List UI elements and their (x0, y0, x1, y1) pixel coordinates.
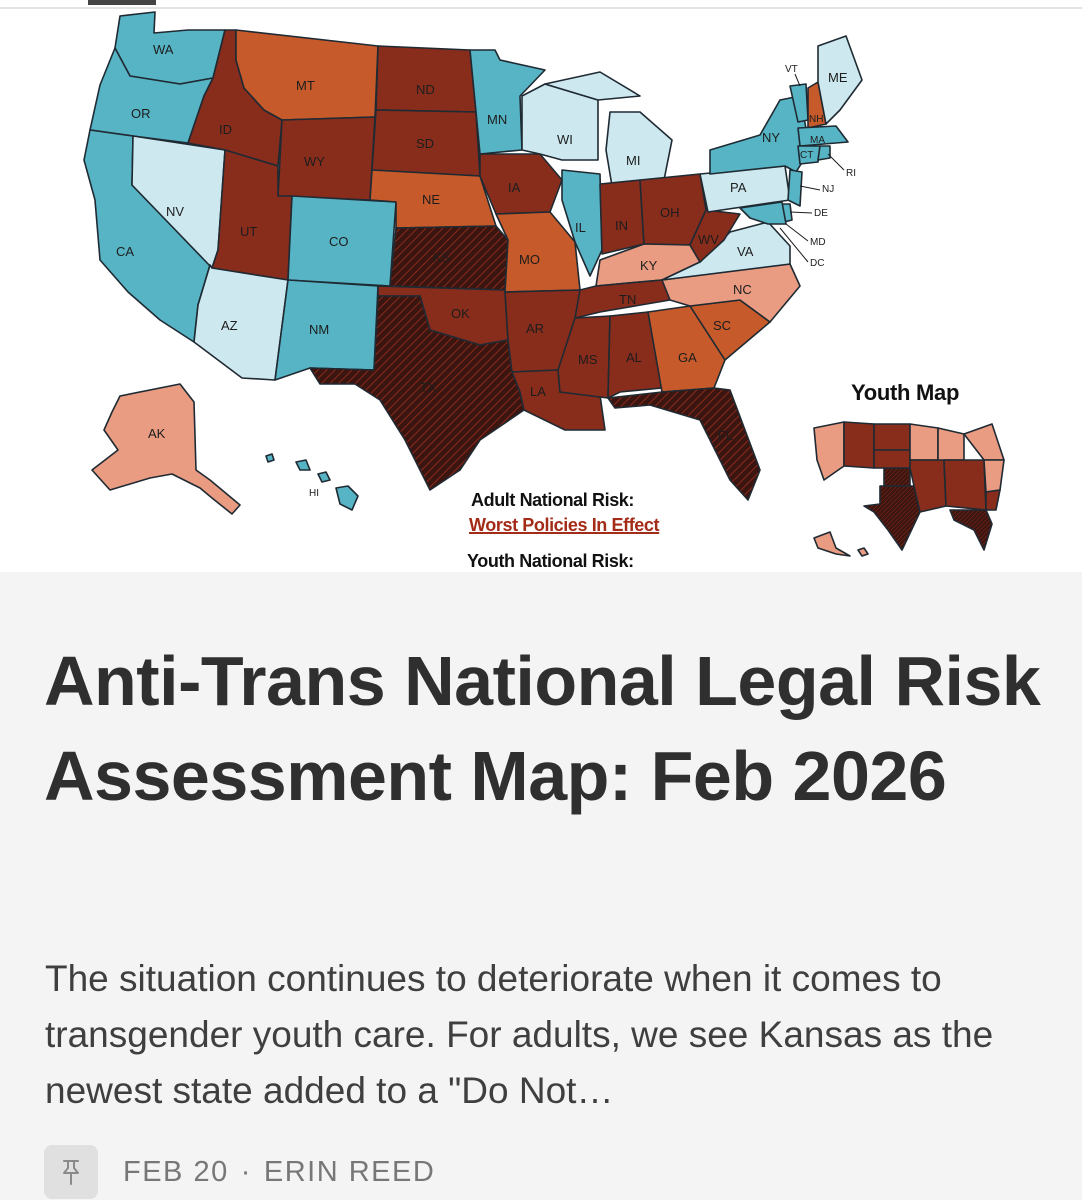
label-mi: MI (626, 153, 640, 168)
active-tab-indicator (88, 0, 156, 5)
label-ia: IA (508, 180, 521, 195)
label-fl: FL (718, 428, 733, 443)
article-excerpt: The situation continues to deteriorate w… (45, 958, 994, 1111)
label-mt: MT (296, 78, 315, 93)
state-ct (797, 145, 821, 165)
state-tx (309, 295, 525, 491)
state-nc (661, 263, 801, 323)
label-ri: RI (846, 168, 856, 179)
youth-map-title: Youth Map (851, 380, 960, 405)
label-nd: ND (416, 82, 435, 97)
label-wv: WV (698, 232, 719, 247)
state-ms (557, 315, 611, 399)
label-ar: AR (526, 321, 544, 336)
label-de: DE (814, 208, 828, 219)
state-ga (647, 305, 726, 393)
article-title[interactable]: Anti-Trans National Legal Risk Assessmen… (44, 642, 1041, 815)
state-fl (607, 387, 761, 501)
label-dc: DC (810, 258, 824, 269)
label-va: VA (737, 244, 754, 259)
northeast-leader-lines (779, 73, 845, 263)
label-nv: NV (166, 204, 184, 219)
label-ut: UT (240, 224, 257, 239)
label-ny: NY (762, 130, 780, 145)
article-hero-image[interactable]: WA OR CA NV ID MT WY UT AZ CO NM ND SD N… (0, 0, 1082, 572)
author-name[interactable]: ERIN REED (263, 1155, 436, 1188)
label-in: IN (615, 218, 628, 233)
label-co: CO (329, 234, 349, 249)
adult-risk-label: Adult National Risk: (471, 490, 635, 510)
label-wi: WI (557, 132, 573, 147)
label-id: ID (219, 122, 232, 137)
label-tx: TX (420, 380, 437, 395)
state-ak (91, 383, 241, 515)
state-ri (817, 145, 831, 161)
label-ky: KY (640, 258, 658, 273)
label-sd: SD (416, 136, 434, 151)
state-nd (375, 45, 477, 113)
label-pa: PA (730, 180, 747, 195)
label-nc: NC (733, 282, 752, 297)
adult-risk-value: Worst Policies In Effect (469, 515, 660, 535)
state-me (817, 35, 863, 125)
label-oh: OH (660, 205, 680, 220)
label-la: LA (530, 384, 546, 399)
top-divider (0, 0, 1082, 9)
state-labels: WA OR CA NV ID MT WY UT AZ CO NM ND SD N… (116, 42, 856, 499)
label-ca: CA (116, 244, 134, 259)
state-in (599, 179, 645, 255)
state-il (561, 169, 603, 277)
label-sc: SC (713, 318, 731, 333)
state-al (607, 311, 663, 399)
label-nh: NH (809, 114, 823, 125)
state-md (739, 201, 787, 225)
state-wy (277, 116, 376, 201)
state-mn (469, 49, 546, 155)
state-nj (787, 169, 803, 207)
label-ga: GA (678, 350, 697, 365)
pin-button[interactable] (44, 1145, 98, 1199)
label-tn: TN (619, 292, 636, 307)
label-ak: AK (148, 426, 166, 441)
youth-risk-label: Youth National Risk: (467, 551, 634, 571)
state-ma (797, 125, 849, 147)
label-wy: WY (304, 154, 325, 169)
state-va (661, 221, 791, 281)
article-meta: FEB 20 · ERIN REED (44, 1144, 435, 1200)
youth-inset-map (813, 421, 1005, 557)
label-il: IL (575, 220, 586, 235)
state-hi (265, 453, 359, 511)
label-az: AZ (221, 318, 238, 333)
label-nj: NJ (822, 184, 834, 195)
label-wa: WA (153, 42, 174, 57)
label-vt: VT (785, 64, 798, 75)
us-risk-map: WA OR CA NV ID MT WY UT AZ CO NM ND SD N… (83, 11, 1005, 557)
state-ia (479, 153, 563, 215)
label-or: OR (131, 106, 151, 121)
label-mo: MO (519, 252, 540, 267)
label-nm: NM (309, 322, 329, 337)
label-md: MD (810, 237, 826, 248)
label-ct: CT (800, 150, 813, 161)
pin-icon (63, 1160, 79, 1185)
state-wv (689, 209, 741, 263)
label-ne: NE (422, 192, 440, 207)
label-ms: MS (578, 352, 598, 367)
label-me: ME (828, 70, 848, 85)
post-date: FEB 20 (123, 1155, 229, 1188)
meta-separator: · (240, 1155, 252, 1188)
label-ks: KS (433, 250, 451, 265)
meta-text: FEB 20 · ERIN REED (123, 1156, 435, 1189)
label-hi: HI (309, 488, 319, 499)
label-mn: MN (487, 112, 507, 127)
label-ok: OK (451, 306, 470, 321)
state-az (193, 264, 289, 381)
label-ma: MA (810, 135, 825, 146)
label-al: AL (626, 350, 642, 365)
